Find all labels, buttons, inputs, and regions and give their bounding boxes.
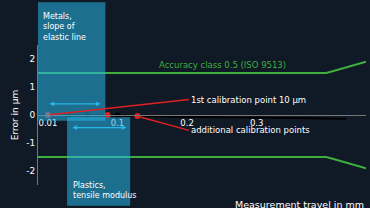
svg-text:Accuracy class 0.5 (ISO 9513): Accuracy class 0.5 (ISO 9513) <box>159 60 286 70</box>
svg-text:Plastics,tensile modulus: Plastics,tensile modulus <box>73 181 137 200</box>
svg-text:Metals,slope ofelastic line: Metals,slope ofelastic line <box>43 12 86 42</box>
svg-text:1st calibration point 10 µm: 1st calibration point 10 µm <box>191 95 306 105</box>
svg-text:0: 0 <box>29 110 35 120</box>
svg-text:-1: -1 <box>26 138 35 148</box>
svg-text:additional calibration points: additional calibration points <box>191 125 310 135</box>
svg-text:2: 2 <box>29 54 35 64</box>
svg-text:Error in µm: Error in µm <box>10 90 20 140</box>
svg-text:0.01: 0.01 <box>38 118 57 128</box>
svg-text:Measurement travel in mm: Measurement travel in mm <box>235 199 364 208</box>
svg-text:0.3: 0.3 <box>250 118 264 128</box>
svg-text:1: 1 <box>29 82 35 92</box>
svg-text:-2: -2 <box>26 166 35 176</box>
svg-text:0.1: 0.1 <box>111 118 125 128</box>
svg-text:0.2: 0.2 <box>180 118 194 128</box>
